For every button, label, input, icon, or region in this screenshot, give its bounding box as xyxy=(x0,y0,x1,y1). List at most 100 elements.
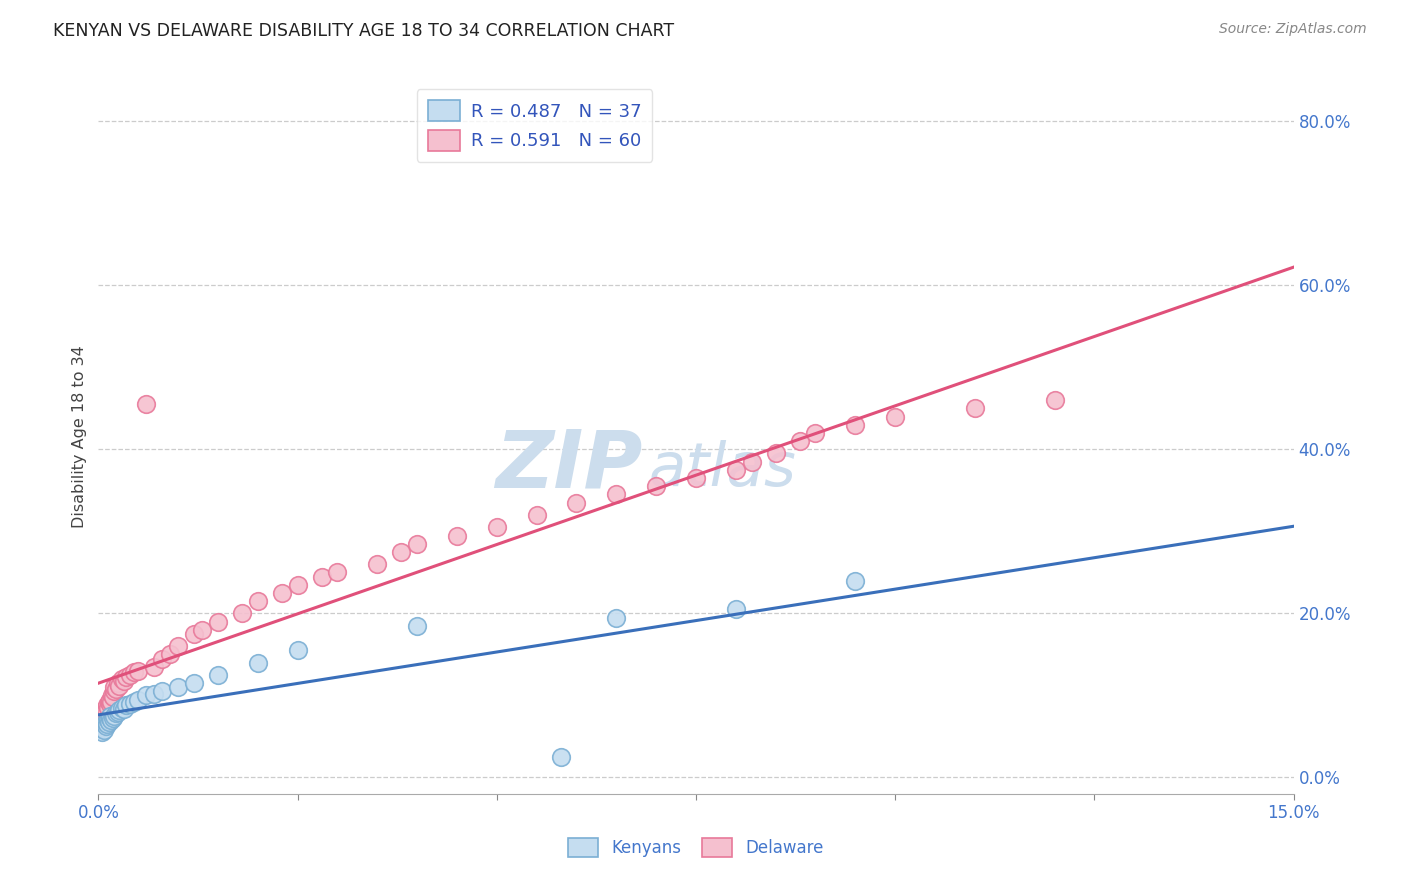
Point xyxy=(107,705,129,719)
Point xyxy=(789,434,811,449)
Point xyxy=(685,471,707,485)
Point xyxy=(287,578,309,592)
Point xyxy=(112,673,135,688)
Text: atlas: atlas xyxy=(648,440,796,499)
Text: ZIP: ZIP xyxy=(495,426,643,505)
Point xyxy=(406,618,429,632)
Point xyxy=(91,709,114,723)
Point xyxy=(150,684,173,698)
Point xyxy=(98,711,121,725)
Point xyxy=(406,537,429,551)
Point xyxy=(94,706,117,721)
Point xyxy=(120,697,142,711)
Point xyxy=(605,610,627,624)
Point xyxy=(366,558,388,572)
Point xyxy=(103,684,125,698)
Point xyxy=(150,651,173,665)
Point xyxy=(115,698,138,713)
Point xyxy=(287,643,309,657)
Point xyxy=(135,397,157,411)
Point xyxy=(103,709,125,723)
Point xyxy=(120,668,142,682)
Point xyxy=(101,689,124,703)
Point xyxy=(108,703,131,717)
Text: KENYAN VS DELAWARE DISABILITY AGE 18 TO 34 CORRELATION CHART: KENYAN VS DELAWARE DISABILITY AGE 18 TO … xyxy=(53,22,675,40)
Point xyxy=(91,720,114,734)
Point xyxy=(93,705,115,719)
Point xyxy=(550,750,572,764)
Point xyxy=(135,689,157,703)
Point xyxy=(100,713,122,727)
Point xyxy=(108,679,131,693)
Point xyxy=(104,681,127,696)
Legend: Kenyans, Delaware: Kenyans, Delaware xyxy=(562,831,830,864)
Point xyxy=(207,615,229,629)
Point xyxy=(103,680,125,694)
Point xyxy=(485,520,508,534)
Point xyxy=(111,700,134,714)
Point xyxy=(104,706,127,721)
Point xyxy=(90,717,112,731)
Point xyxy=(565,496,588,510)
Point xyxy=(112,702,135,716)
Point xyxy=(94,700,117,714)
Point xyxy=(183,627,205,641)
Point xyxy=(124,665,146,680)
Point xyxy=(96,698,118,713)
Point xyxy=(207,668,229,682)
Point xyxy=(94,717,117,731)
Point xyxy=(1043,393,1066,408)
Point xyxy=(167,680,190,694)
Point xyxy=(96,714,118,729)
Point xyxy=(270,586,292,600)
Point xyxy=(741,455,763,469)
Point xyxy=(183,676,205,690)
Point xyxy=(98,697,121,711)
Point xyxy=(107,676,129,690)
Point xyxy=(143,659,166,673)
Point xyxy=(100,695,122,709)
Point xyxy=(526,508,548,522)
Point xyxy=(326,566,349,580)
Point xyxy=(101,690,124,704)
Point xyxy=(605,487,627,501)
Point xyxy=(724,602,747,616)
Point xyxy=(97,695,120,709)
Point xyxy=(246,594,269,608)
Point xyxy=(115,670,138,684)
Point xyxy=(97,714,120,729)
Y-axis label: Disability Age 18 to 34: Disability Age 18 to 34 xyxy=(72,346,87,528)
Point xyxy=(97,713,120,727)
Point xyxy=(389,545,412,559)
Point xyxy=(90,725,112,739)
Point xyxy=(124,695,146,709)
Point xyxy=(963,401,986,416)
Point xyxy=(844,574,866,588)
Point xyxy=(231,607,253,621)
Point xyxy=(98,692,122,706)
Point xyxy=(91,711,114,725)
Point xyxy=(645,479,668,493)
Point xyxy=(191,623,214,637)
Point xyxy=(804,425,827,440)
Point xyxy=(101,711,124,725)
Point xyxy=(844,417,866,432)
Point xyxy=(127,664,149,678)
Point xyxy=(111,672,134,686)
Point xyxy=(311,569,333,583)
Point xyxy=(765,446,787,460)
Point xyxy=(98,709,122,723)
Point xyxy=(884,409,907,424)
Point xyxy=(96,703,118,717)
Point xyxy=(724,463,747,477)
Point xyxy=(96,717,118,731)
Point xyxy=(167,639,190,653)
Text: Source: ZipAtlas.com: Source: ZipAtlas.com xyxy=(1219,22,1367,37)
Point xyxy=(90,713,112,727)
Point xyxy=(159,648,181,662)
Point xyxy=(246,656,269,670)
Point xyxy=(127,692,149,706)
Point xyxy=(446,528,468,542)
Point xyxy=(94,719,117,733)
Point xyxy=(93,723,115,737)
